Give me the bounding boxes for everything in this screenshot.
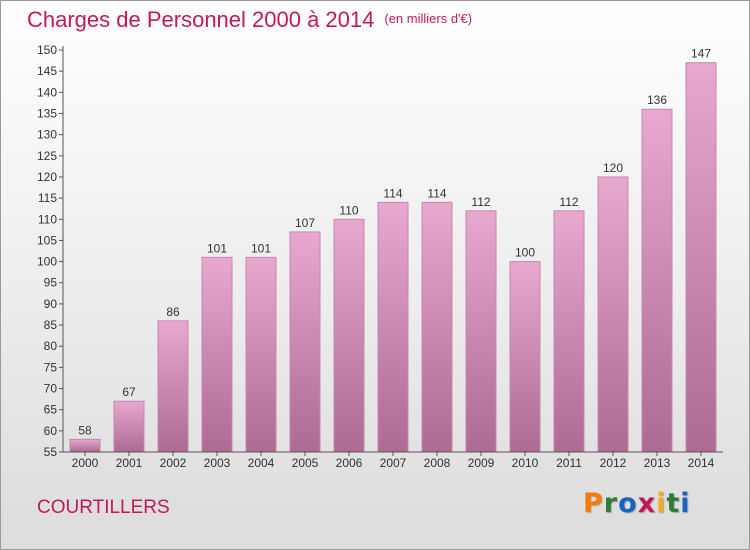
y-tick-label: 70 bbox=[44, 382, 58, 396]
y-tick-label: 85 bbox=[44, 318, 58, 332]
bar-2009 bbox=[465, 210, 497, 453]
data-label: 112 bbox=[559, 195, 578, 209]
data-label: 112 bbox=[471, 195, 490, 209]
logo-letter: P bbox=[583, 488, 604, 519]
y-tick-label: 60 bbox=[44, 424, 58, 438]
bars: 58 67 86 101 101 107 110 114 114 112 100 112 120 136 1… bbox=[69, 47, 717, 453]
bar-2000 bbox=[69, 438, 101, 453]
title-unit: (en milliers d'€) bbox=[384, 11, 473, 26]
x-tick-label: 2003 bbox=[204, 456, 231, 470]
chart-title: Charges de Personnel 2000 à 2014 (en mill… bbox=[27, 7, 472, 33]
x-tick-label: 2006 bbox=[336, 456, 363, 470]
logo-letter: o bbox=[618, 488, 638, 519]
logo-letter: i bbox=[680, 488, 691, 519]
logo-letter: x bbox=[637, 488, 657, 519]
logo-letter: i bbox=[656, 488, 667, 519]
x-tick-label: 2008 bbox=[424, 456, 451, 470]
bar-2012 bbox=[597, 176, 629, 453]
data-label: 86 bbox=[166, 305, 180, 319]
data-label: 114 bbox=[383, 186, 402, 200]
bar-2006 bbox=[333, 218, 365, 453]
y-tick-label: 130 bbox=[37, 128, 57, 142]
data-label: 67 bbox=[122, 385, 136, 399]
data-label: 101 bbox=[251, 241, 271, 255]
commune-name: COURTILLERS bbox=[37, 497, 170, 518]
bar-2010 bbox=[509, 261, 541, 453]
data-label: 136 bbox=[647, 93, 667, 107]
y-tick-label: 125 bbox=[37, 149, 57, 163]
y-tick-label: 95 bbox=[44, 276, 58, 290]
proxiti-logo: Proxiti bbox=[583, 488, 691, 519]
x-tick-label: 2004 bbox=[248, 456, 275, 470]
x-tick-label: 2012 bbox=[600, 456, 627, 470]
bar-2003 bbox=[201, 256, 233, 453]
x-tick-label: 2002 bbox=[160, 456, 187, 470]
title-text: Charges de Personnel 2000 à 2014 bbox=[27, 7, 375, 32]
x-tick-label: 2007 bbox=[380, 456, 407, 470]
bar-2014 bbox=[685, 62, 717, 453]
x-tick-label: 2000 bbox=[72, 456, 99, 470]
bar-2008 bbox=[421, 201, 453, 453]
x-tick-label: 2011 bbox=[556, 456, 582, 470]
y-tick-label: 80 bbox=[44, 339, 58, 353]
y-tick-label: 90 bbox=[44, 297, 58, 311]
y-tick-label: 75 bbox=[44, 360, 58, 374]
x-tick-label: 2009 bbox=[468, 456, 495, 470]
bar-2005 bbox=[289, 231, 321, 453]
y-tick-label: 120 bbox=[37, 170, 57, 184]
data-label: 120 bbox=[603, 161, 623, 175]
y-tick-label: 105 bbox=[37, 233, 57, 247]
x-tick-label: 2014 bbox=[688, 456, 715, 470]
data-label: 58 bbox=[78, 423, 92, 437]
data-label: 114 bbox=[427, 186, 446, 200]
y-tick-label: 100 bbox=[37, 255, 57, 269]
logo-letter: t bbox=[666, 488, 681, 519]
y-tick-label: 150 bbox=[37, 43, 57, 57]
y-axis: 55 60 65 70 75 80 85 90 95 100 105 110 115 120 125 130 1… bbox=[37, 43, 64, 459]
y-tick-label: 145 bbox=[37, 64, 57, 78]
data-label: 110 bbox=[339, 203, 358, 217]
bar-2001 bbox=[113, 400, 145, 453]
bar-2013 bbox=[641, 108, 673, 453]
bar-2004 bbox=[245, 256, 277, 453]
logo-letter: r bbox=[603, 488, 619, 519]
x-axis: 2000 2001 2002 2003 2004 2005 2006 2007 2008 2009… bbox=[63, 451, 723, 470]
data-label: 147 bbox=[691, 47, 711, 61]
x-tick-label: 2001 bbox=[116, 456, 143, 470]
y-tick-label: 55 bbox=[44, 445, 58, 459]
bar-2007 bbox=[377, 201, 409, 453]
y-tick-label: 140 bbox=[37, 85, 57, 99]
x-tick-label: 2005 bbox=[292, 456, 319, 470]
x-tick-label: 2013 bbox=[644, 456, 671, 470]
y-tick-label: 115 bbox=[38, 191, 57, 205]
y-tick-label: 65 bbox=[44, 403, 58, 417]
x-tick-label: 2010 bbox=[512, 456, 539, 470]
data-label: 100 bbox=[515, 246, 535, 260]
y-tick-label: 110 bbox=[38, 212, 57, 226]
bar-2002 bbox=[157, 320, 189, 453]
data-label: 107 bbox=[295, 216, 315, 230]
bar-2011 bbox=[553, 210, 585, 453]
y-tick-label: 135 bbox=[37, 106, 57, 120]
data-label: 101 bbox=[207, 241, 227, 255]
